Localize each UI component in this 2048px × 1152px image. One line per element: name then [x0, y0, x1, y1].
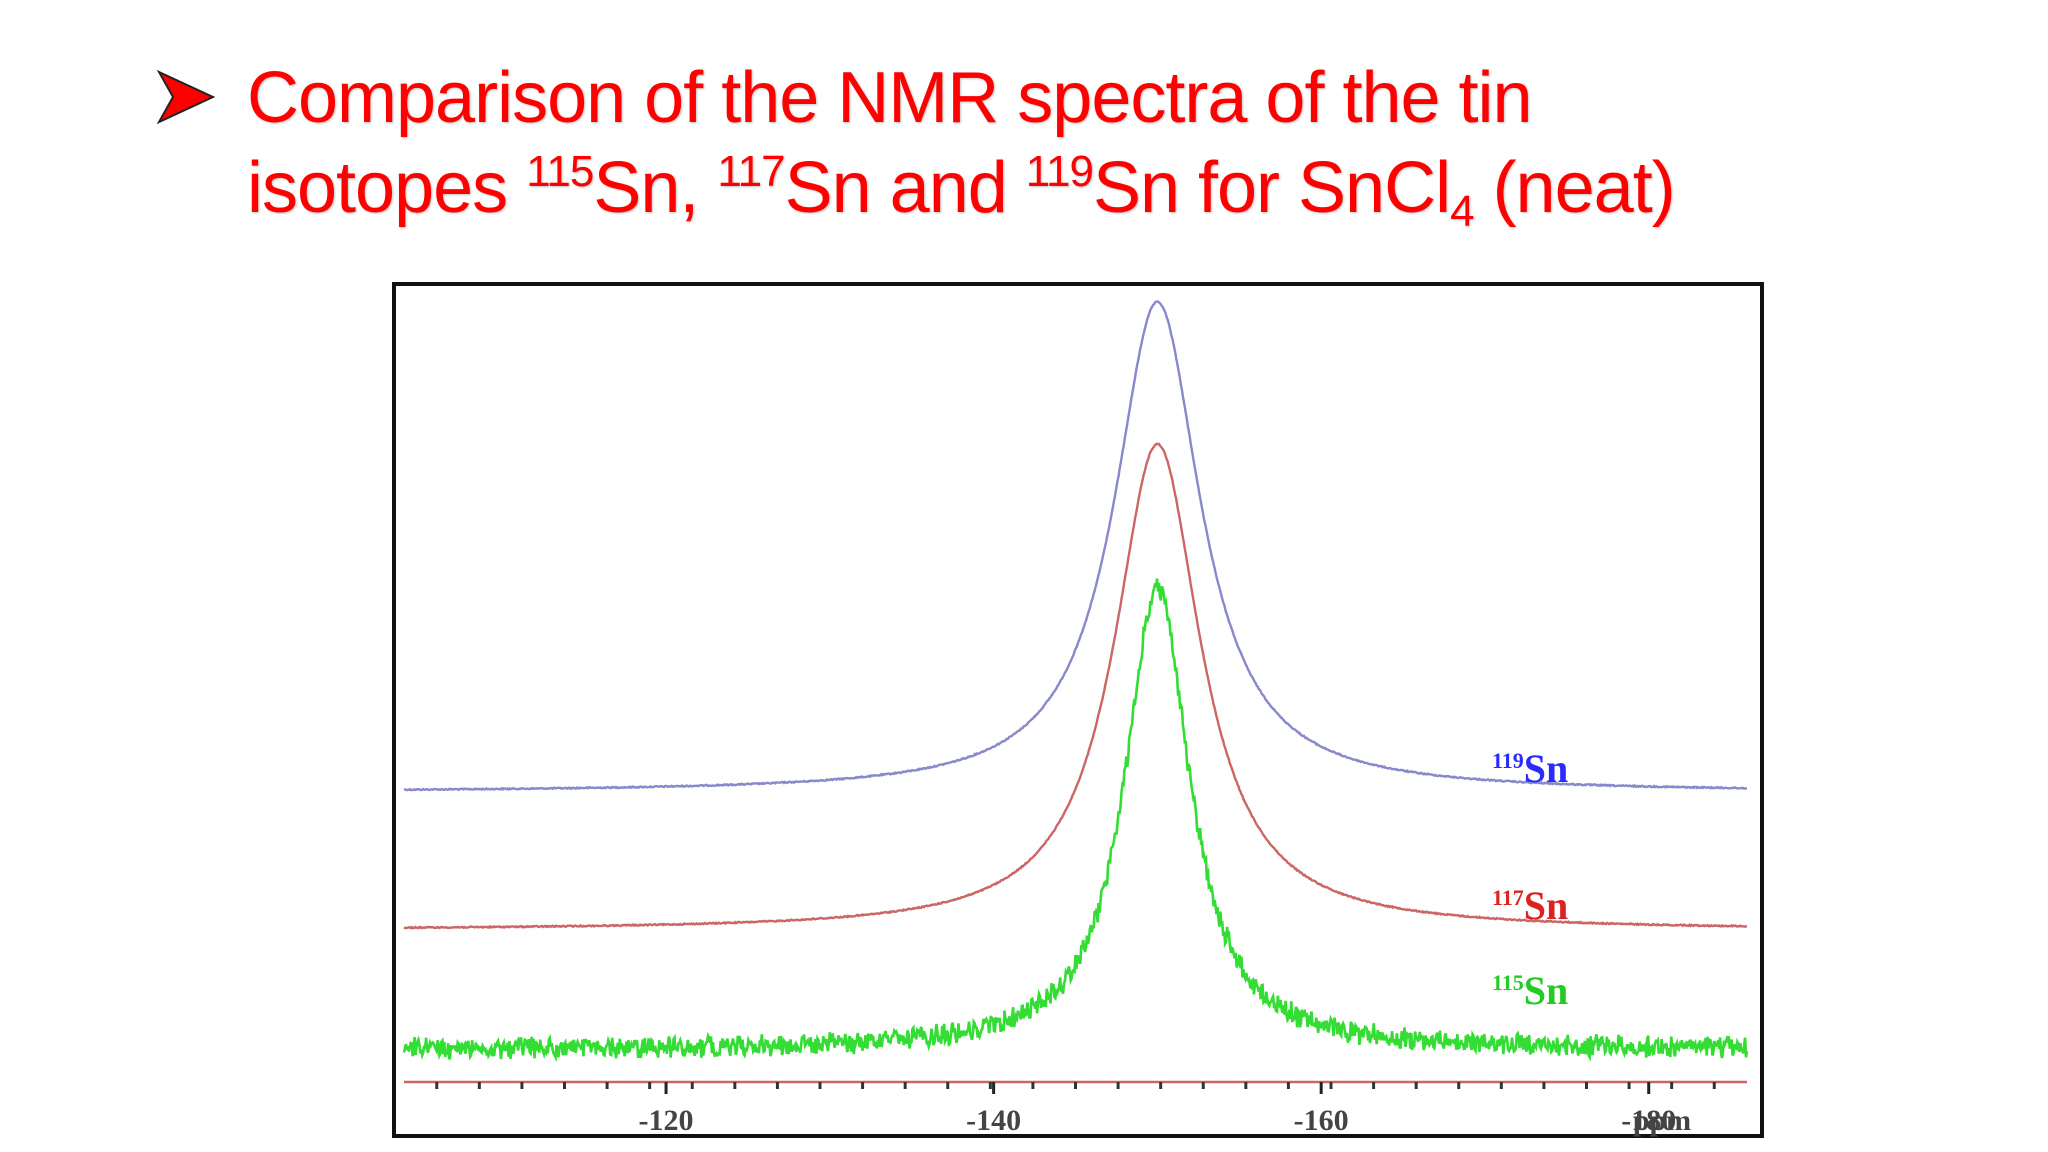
title-sup-117: 117 [717, 147, 785, 196]
x-tick-label: -180 [1621, 1104, 1676, 1137]
nmr-chart: -120 -140 -160 -180 ppm 119Sn 117Sn 115Sn [392, 282, 1764, 1140]
series-label-117Sn: 117Sn [1492, 883, 1568, 928]
title-text-sn-and: Sn and [784, 148, 1026, 228]
title-sup-115: 115 [526, 147, 594, 196]
title-text-sn1: Sn, [593, 148, 718, 228]
series-label-base: Sn [1524, 746, 1569, 791]
x-tick-label: -140 [966, 1104, 1021, 1137]
title-sup-119: 119 [1025, 147, 1094, 196]
arrowhead-bullet-icon [156, 69, 216, 125]
series-line-117Sn [403, 442, 1748, 930]
x-tick-label: -160 [1294, 1104, 1349, 1137]
series-line-119Sn [403, 300, 1747, 792]
x-tick-label: -120 [639, 1104, 694, 1137]
title-line-1: Comparison of the NMR spectra of the tin [247, 58, 1533, 138]
title-sub-4: 4 [1450, 187, 1475, 236]
series-label-sup: 117 [1492, 885, 1524, 910]
title-text-neat: (neat) [1473, 148, 1676, 228]
chart-frame [392, 282, 1764, 1138]
series-label-115Sn: 115Sn [1492, 968, 1568, 1013]
series-line-115Sn [402, 578, 1749, 1063]
title-text-isotopes: isotopes [247, 148, 527, 228]
series-label-base: Sn [1524, 883, 1569, 928]
series-label-119Sn: 119Sn [1492, 746, 1568, 791]
title-line-2: isotopes 115Sn, 117Sn and 119Sn for SnCl… [247, 147, 1676, 234]
series-layer [402, 300, 1749, 1063]
series-label-base: Sn [1524, 968, 1569, 1013]
title-text-sn-for-sncl: Sn for SnCl [1092, 148, 1451, 228]
series-label-sup: 119 [1492, 748, 1524, 773]
series-label-sup: 115 [1492, 970, 1524, 995]
x-axis-label: ppm [1633, 1104, 1691, 1137]
